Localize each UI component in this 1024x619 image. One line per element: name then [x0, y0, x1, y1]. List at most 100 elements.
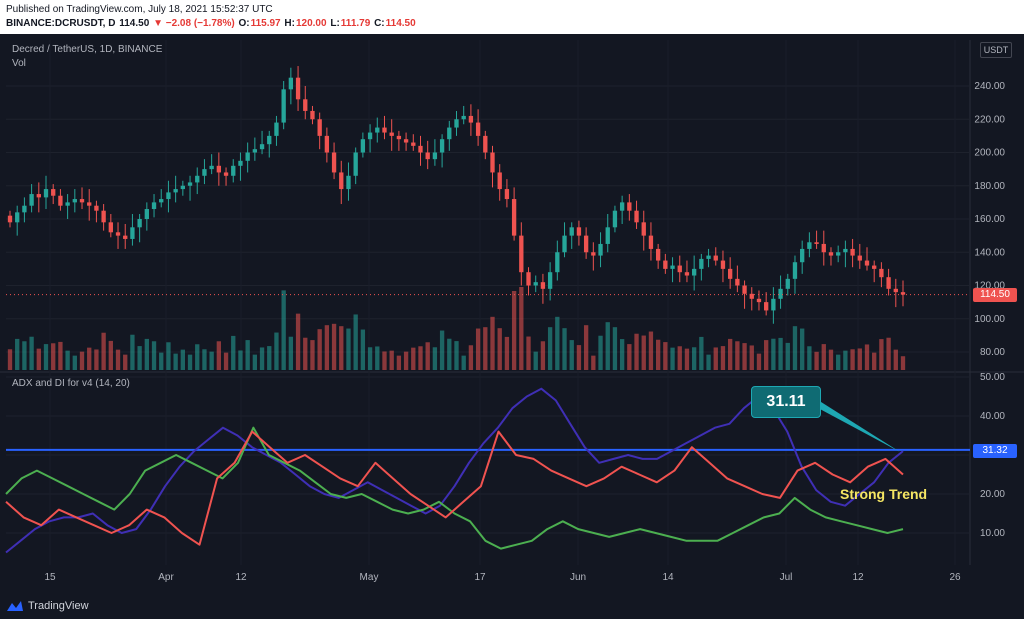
- volume-bar: [439, 330, 445, 370]
- volume-bar: [785, 342, 790, 370]
- price-tick-label: 200.00: [974, 148, 1005, 159]
- volume-bar: [526, 336, 531, 370]
- candle-body: [130, 227, 135, 239]
- volume-bar: [389, 350, 394, 370]
- volume-bar: [238, 350, 243, 370]
- candle-body: [591, 252, 596, 256]
- candle-body: [677, 265, 682, 273]
- currency-button[interactable]: USDT: [980, 42, 1012, 58]
- volume-bar: [411, 347, 416, 370]
- volume-bar: [634, 333, 639, 370]
- candle-body: [569, 227, 574, 236]
- candle-body: [173, 189, 178, 193]
- ohlc-line: BINANCE:DCRUSDT, D 114.50 ▼ −2.08 (−1.78…: [6, 18, 417, 29]
- volume-bar: [879, 339, 884, 370]
- volume-bar: [7, 349, 13, 370]
- candle-body: [648, 235, 654, 249]
- candle-body: [79, 199, 85, 203]
- candle-body: [655, 248, 661, 261]
- candle-body: [576, 227, 582, 236]
- candle-body: [900, 292, 906, 295]
- footer-bar: [0, 592, 1024, 619]
- candle-body: [612, 210, 618, 228]
- volume-bar: [483, 327, 488, 370]
- volume-bar: [749, 345, 754, 370]
- last-price: 114.50: [119, 18, 150, 29]
- candle-body: [843, 248, 848, 253]
- volume-bar: [828, 349, 834, 370]
- volume-bar: [475, 328, 481, 370]
- volume-bar: [720, 346, 726, 370]
- candle-body: [187, 182, 193, 186]
- volume-bar: [756, 353, 762, 370]
- volume-bar: [807, 346, 812, 370]
- candle-body: [555, 252, 560, 273]
- candle-body: [288, 77, 294, 90]
- volume-bar: [691, 347, 697, 370]
- candle-body: [764, 302, 769, 311]
- candle-body: [504, 189, 510, 200]
- volume-bar: [454, 341, 459, 370]
- volume-bar: [223, 352, 229, 370]
- candle-body: [7, 215, 13, 223]
- volume-bar: [778, 337, 783, 370]
- candle-body: [353, 152, 358, 176]
- volume-bar: [533, 351, 538, 370]
- candle-body: [108, 222, 113, 233]
- candle-body: [836, 252, 841, 256]
- volume-bar: [166, 342, 171, 370]
- candle-body: [115, 232, 121, 236]
- volume-bar: [87, 347, 92, 370]
- volume-bar: [144, 338, 149, 370]
- time-tick-label: May: [360, 572, 379, 583]
- candle-body: [346, 175, 351, 190]
- adx-callout: 31.11: [751, 386, 821, 418]
- candle-body: [670, 265, 675, 269]
- candle-body: [151, 202, 157, 210]
- price-tick-label: 180.00: [974, 181, 1005, 192]
- tradingview-brand[interactable]: TradingView: [6, 599, 89, 613]
- volume-bar: [180, 349, 185, 370]
- volume-bar: [684, 348, 690, 370]
- candle-body: [893, 288, 898, 293]
- volume-bar: [591, 355, 596, 370]
- candle-body: [785, 278, 790, 289]
- volume-bar: [202, 349, 207, 370]
- candle-body: [807, 242, 812, 249]
- volume-bar: [655, 339, 661, 370]
- price-tick-label: 240.00: [974, 81, 1005, 92]
- candle-body: [497, 172, 502, 190]
- candle-body: [511, 199, 517, 236]
- candle-body: [872, 265, 877, 269]
- volume-bar: [346, 328, 351, 370]
- candle-body: [728, 268, 733, 279]
- volume-bar: [396, 355, 402, 370]
- volume-bar: [231, 335, 236, 370]
- volume-bar: [886, 337, 891, 370]
- candle-body: [526, 272, 531, 286]
- candle-body: [490, 152, 495, 173]
- candle-body: [166, 192, 171, 200]
- candle-body: [267, 135, 272, 145]
- candle-body: [418, 145, 423, 153]
- candle-body: [331, 152, 337, 173]
- candle-body: [850, 248, 855, 256]
- low-label: L:: [330, 18, 340, 29]
- volume-bar: [706, 354, 711, 370]
- volume-bar: [547, 327, 553, 370]
- chart-canvas[interactable]: 240.00 220.00 200.00 180.00 160.00 140.00 120.…: [0, 34, 1024, 592]
- adx-tick-label: 20.00: [980, 489, 1005, 500]
- candle-body: [857, 255, 862, 261]
- time-tick-label: 12: [852, 572, 864, 583]
- volume-bar: [540, 341, 546, 370]
- volume-bar: [605, 322, 610, 370]
- volume-bar: [130, 334, 135, 370]
- candle-body: [454, 119, 459, 128]
- volume-bar: [677, 346, 682, 370]
- candle-body: [339, 172, 344, 190]
- tradingview-logo-icon: [7, 601, 23, 611]
- volume-bar: [900, 356, 906, 370]
- volume-bar: [497, 328, 502, 370]
- time-tick-label: Apr: [158, 572, 174, 583]
- candle-body: [238, 160, 243, 166]
